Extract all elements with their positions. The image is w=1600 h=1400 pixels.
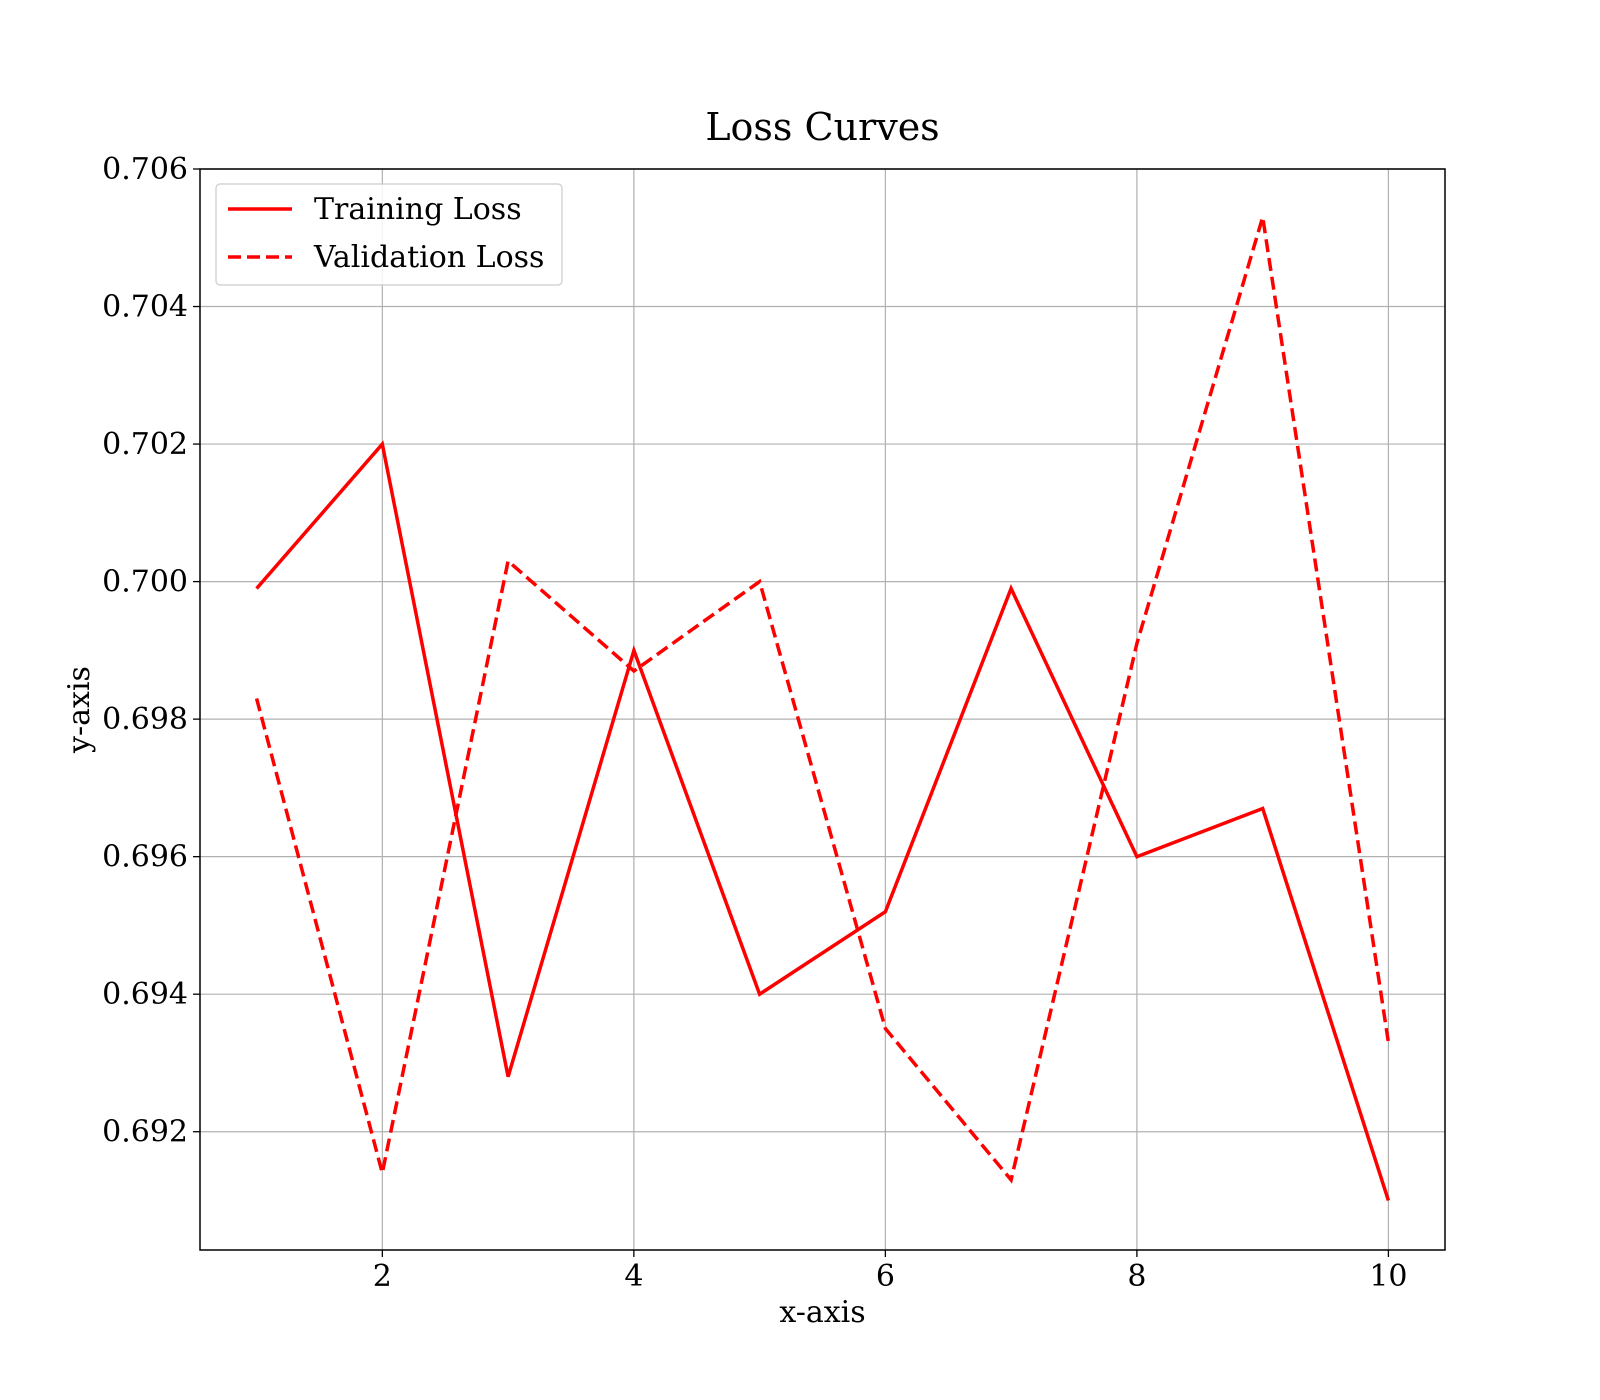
y-tick-label: 0.700 [102,565,188,600]
series-line-training-loss [255,440,1391,1202]
y-tick-label: 0.704 [102,290,188,325]
legend-label-validation-loss: Validation Loss [313,240,544,275]
y-tick-label: 0.698 [102,702,188,737]
x-tick-label: 4 [624,1259,643,1294]
y-axis-ticks: 0.692 0.694 0.696 0.698 0.700 0.702 0.704 0.706 [102,152,200,1150]
x-tick-label: 6 [876,1259,895,1294]
x-tick-label: 2 [373,1259,392,1294]
y-tick-label: 0.694 [102,977,188,1012]
y-tick-label: 0.696 [102,840,188,875]
series-group [254,216,1391,1202]
legend-label-training-loss: Training Loss [314,192,522,227]
x-tick-label: 8 [1127,1259,1146,1294]
series-line-validation-loss [254,216,1391,1184]
y-tick-label: 0.706 [102,152,188,187]
chart-title: Loss Curves [705,105,939,149]
y-axis-label: y-axis [62,666,97,754]
plot-frame [199,168,1446,1251]
x-axis-label: x-axis [779,1295,865,1330]
legend: Training Loss Validation Loss [215,183,563,286]
grid [200,168,1445,1250]
legend-box [215,183,563,286]
y-tick-label: 0.702 [102,427,188,462]
x-axis-ticks: 2 4 6 8 10 [373,1250,1408,1294]
x-tick-label: 10 [1369,1259,1407,1294]
y-tick-label: 0.692 [102,1115,188,1150]
